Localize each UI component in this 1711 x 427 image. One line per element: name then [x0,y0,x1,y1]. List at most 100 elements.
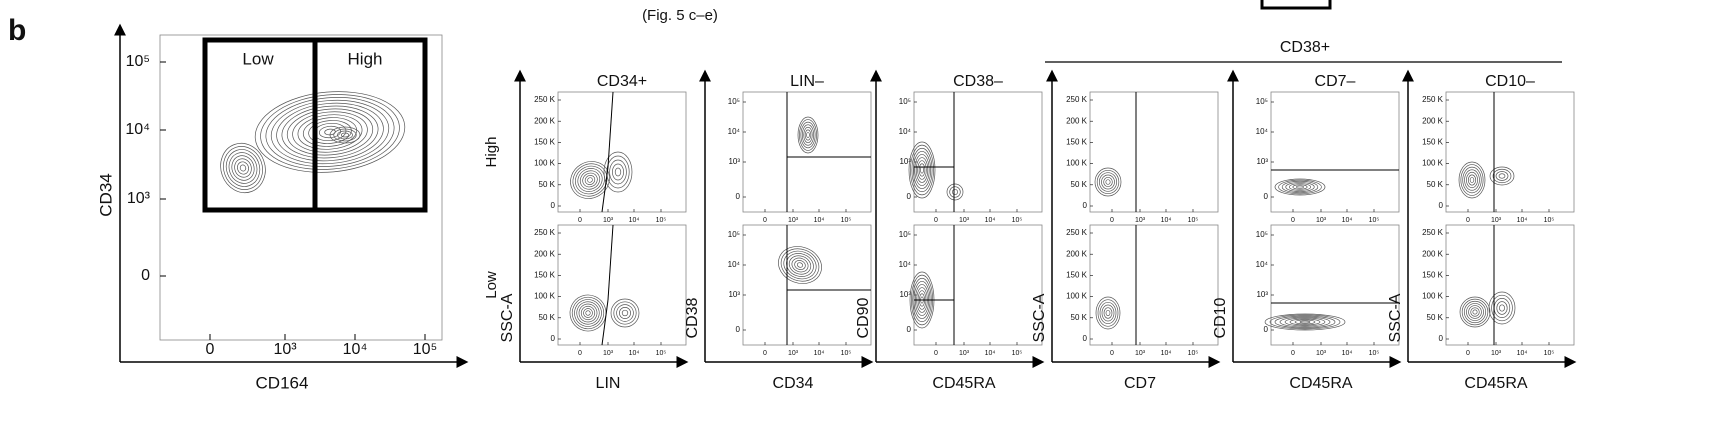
contour [920,166,924,174]
contour [1492,168,1512,184]
contour [917,160,927,180]
contour [1097,299,1119,327]
contour [616,304,634,322]
contour [337,130,353,140]
contour [1094,167,1122,197]
y-tick-label: 10⁵ [899,230,911,239]
contour [783,250,817,280]
y-tick-label: 250 K [534,95,556,104]
x-tick-label: 10⁴ [343,341,368,358]
contour [949,186,961,198]
x-tick-label: 10³ [603,350,614,357]
contour [239,164,247,172]
contour [580,305,596,321]
y-tick-label: 100 K [1422,159,1444,168]
y-tick-label: 250 K [1422,228,1444,237]
y-tick-label: 50 K [1427,313,1444,322]
y-tick-label: 150 K [1066,138,1088,147]
x-tick-label: 0 [763,350,767,357]
y-tick-label: 50 K [1071,180,1088,189]
x-tick-label: 0 [578,350,582,357]
panel-frame [557,91,687,213]
y-tick-label: 200 K [1422,249,1444,258]
contour [803,126,813,144]
contour [1499,304,1505,312]
contour [794,260,806,270]
contour [951,188,959,196]
x-tick-label: 10³ [1135,350,1146,357]
y-tick-label: 10³ [728,157,740,166]
x-tick-label: 10⁴ [629,350,640,357]
y-tick-label: 200 K [1066,116,1088,125]
contour [579,170,601,190]
contour [1496,301,1508,315]
y-tick-label: 50 K [539,313,556,322]
contour [1281,180,1319,194]
plot-frame [159,34,443,341]
y-tick-label: 0 [736,325,741,334]
x-tick-label: 10⁵ [656,217,667,224]
contour [606,155,630,189]
y-tick-label: 10³ [127,190,151,207]
contour [577,168,603,192]
contour [1101,304,1115,322]
contour [1498,173,1506,179]
contour [1269,314,1341,330]
panel-frame [742,224,872,346]
contour [1103,307,1113,319]
y-tick-label: 100 K [534,292,556,301]
contour [1274,178,1326,196]
panel-frame [1089,91,1219,213]
panel-frame [1445,91,1575,213]
x-tick-label: 10⁴ [814,350,825,357]
y-tick-label: 150 K [1422,138,1444,147]
x-tick-label: 10³ [959,350,970,357]
contour [1099,301,1117,325]
row-label: Low [483,271,500,299]
contour [912,150,932,190]
contour [1264,313,1346,331]
contour [946,183,964,201]
contour [797,116,819,154]
contour [286,108,374,156]
y-tick-label: 0 [141,267,150,284]
contour [237,161,249,175]
contour [603,151,633,193]
contour [585,310,591,316]
y-tick-label: 10³ [1256,290,1268,299]
contour [587,177,593,183]
x-tick-label: 10⁴ [1342,350,1353,357]
contour [612,163,624,181]
panel-frame [913,224,1043,346]
gate-line [601,166,609,213]
contour [1466,171,1478,189]
x-tick-label: 0 [763,217,767,224]
y-tick-label: 0 [1083,201,1088,210]
y-tick-label: 10⁴ [728,260,741,269]
gate-line [601,299,609,346]
y-tick-label: 10⁴ [125,121,150,138]
contour [276,102,384,162]
panel-frame [1445,224,1575,346]
x-tick-label: 0 [1291,350,1295,357]
contour [780,248,820,282]
x-axis-label: CD45RA [1289,375,1352,392]
contour [569,294,607,332]
x-tick-label: 10⁴ [1517,217,1528,224]
y-tick-label: 0 [1083,334,1088,343]
contour [908,141,936,199]
y-axis-label: CD90 [855,297,872,338]
x-axis-label: CD45RA [1464,375,1527,392]
x-tick-label: 0 [934,217,938,224]
x-tick-label: 10³ [603,217,614,224]
y-tick-label: 250 K [1066,228,1088,237]
x-tick-label: 10⁴ [629,217,640,224]
contour [610,298,640,328]
panel-frame [557,224,687,346]
x-tick-label: 10⁴ [985,217,996,224]
panel-frame [913,91,1043,213]
y-tick-label: 0 [907,325,912,334]
y-tick-label: 200 K [534,249,556,258]
panel-frame [1089,224,1219,346]
x-tick-label: 10⁵ [1369,350,1380,357]
